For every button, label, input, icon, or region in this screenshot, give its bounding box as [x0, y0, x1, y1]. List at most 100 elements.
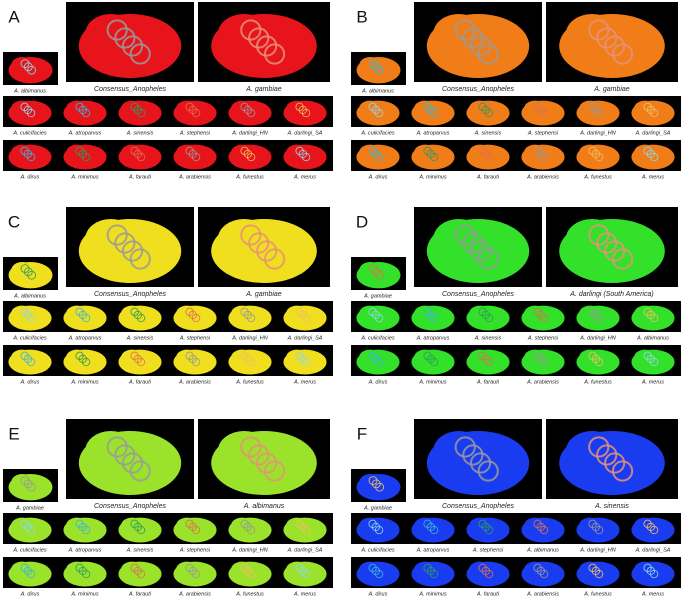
image-label: A. culicifacies	[360, 130, 395, 136]
ribbon	[23, 267, 33, 277]
protein-surface	[565, 431, 619, 471]
ribbon	[588, 224, 610, 246]
image-label: A. atroparvus	[68, 335, 102, 341]
ribbon	[371, 479, 381, 489]
image-label: A. darlingi_HN	[579, 335, 615, 341]
ribbon	[477, 248, 499, 270]
image-label: A. atroparvus	[68, 130, 102, 136]
ribbon	[539, 108, 549, 118]
ribbon	[454, 224, 476, 246]
ribbon	[191, 108, 201, 118]
image-label: A. darlingi (South America)	[569, 291, 653, 298]
ribbon	[81, 313, 91, 323]
panel-letter: F	[357, 424, 367, 443]
ribbon	[429, 357, 439, 367]
ribbon	[20, 59, 30, 69]
image-label: A. farauti	[476, 591, 500, 597]
ribbon	[375, 65, 385, 75]
image-label: A. sinensis	[474, 335, 502, 341]
panel-letter: A	[8, 7, 20, 26]
ribbon	[429, 108, 439, 118]
ribbon	[484, 569, 494, 579]
ribbon	[588, 436, 610, 458]
ribbon	[27, 482, 37, 492]
ribbon	[454, 436, 476, 458]
ribbon	[469, 452, 492, 474]
protein-surface	[565, 219, 619, 259]
ribbon	[484, 357, 494, 367]
ribbon	[594, 313, 604, 323]
image-label: A. albimanus	[13, 293, 46, 299]
ribbon	[20, 264, 30, 274]
ribbon	[649, 357, 659, 367]
image-label: A. arabiensis	[178, 591, 211, 597]
ribbon	[246, 152, 256, 162]
ribbon	[191, 569, 201, 579]
ribbon	[594, 357, 604, 367]
ribbon	[462, 444, 484, 466]
image-label: A. minimus	[418, 379, 446, 385]
ribbon	[375, 482, 385, 492]
ribbon	[246, 569, 256, 579]
ribbon	[301, 357, 311, 367]
ribbon	[484, 108, 494, 118]
ribbon	[27, 270, 37, 280]
ribbon	[368, 59, 378, 69]
ribbon	[136, 152, 146, 162]
image-label: A. albimanus	[526, 547, 559, 553]
image-label: A. farauti	[128, 174, 152, 180]
image-label: A. atroparvus	[416, 130, 450, 136]
ribbon	[649, 108, 659, 118]
image-label: A. darlingi_SA	[287, 547, 323, 553]
ribbon	[240, 19, 262, 41]
protein-surface	[85, 219, 137, 259]
image-label: A. sinensis	[126, 130, 154, 136]
protein-surface	[217, 14, 271, 54]
image-label: A. culicifacies	[360, 547, 395, 553]
panel: C A. albimanus Consensus_Anopheles A. gambi…	[3, 207, 333, 385]
ribbon	[429, 525, 439, 535]
image-label: A. arabiensis	[526, 591, 559, 597]
ribbon	[136, 569, 146, 579]
image-label: A. dirus	[20, 174, 40, 180]
panel-letter: D	[356, 212, 368, 231]
image-label: Consensus_Anopheles	[94, 86, 166, 93]
ribbon	[106, 224, 128, 246]
image-label: A. stephensi	[179, 130, 211, 136]
protein-surface	[217, 431, 271, 471]
ribbon	[539, 525, 549, 535]
ribbon	[248, 27, 270, 49]
ribbon	[429, 569, 439, 579]
protein-surface	[433, 219, 485, 259]
ribbon	[374, 313, 384, 323]
ribbon	[594, 569, 604, 579]
image-label: A. merus	[293, 174, 316, 180]
ribbon	[588, 19, 610, 41]
ribbon	[454, 19, 476, 41]
ribbon	[301, 569, 311, 579]
ribbon	[256, 240, 278, 262]
ribbon	[263, 460, 286, 482]
ribbon	[20, 476, 30, 486]
ribbon	[374, 152, 384, 162]
ribbon	[248, 232, 270, 254]
ribbon	[246, 357, 256, 367]
ribbon	[611, 460, 634, 482]
image-label: A. atroparvus	[416, 335, 450, 341]
ribbon	[191, 525, 201, 535]
ribbon	[106, 19, 128, 41]
ribbon	[301, 108, 311, 118]
image-label: A. culicifacies	[12, 130, 47, 136]
image-label: A. darlingi_HN	[231, 130, 267, 136]
image-label: A. minimus	[70, 591, 98, 597]
ribbon	[594, 525, 604, 535]
image-label: A. darlingi_SA	[635, 130, 671, 136]
image-label: Consensus_Anopheles	[442, 503, 514, 510]
panel: D A. gambiae Consensus_Anopheles A. darling…	[351, 207, 681, 385]
image-label: A. atroparvus	[416, 547, 450, 553]
image-label: A. arabiensis	[526, 174, 559, 180]
image-label: A. culicifacies	[360, 335, 395, 341]
image-label: A. merus	[641, 379, 664, 385]
image-label: A. minimus	[70, 174, 98, 180]
